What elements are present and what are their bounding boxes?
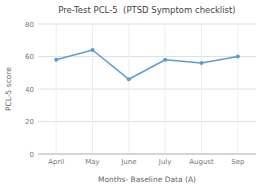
y-tick-label: 60 xyxy=(25,53,34,61)
data-point xyxy=(91,48,95,52)
y-tick-label: 0 xyxy=(30,151,34,159)
y-grid-line xyxy=(38,89,256,90)
x-grid-line xyxy=(237,24,238,154)
x-axis-line xyxy=(38,154,256,155)
y-grid-line xyxy=(38,121,256,122)
x-tick-label: June xyxy=(120,158,136,166)
x-tick-label: April xyxy=(48,158,64,166)
x-grid-line xyxy=(201,24,202,154)
plot-area xyxy=(54,48,240,81)
x-grid-line xyxy=(92,24,93,154)
data-point xyxy=(54,58,58,62)
y-grid-line xyxy=(38,154,256,155)
y-tick-label: 40 xyxy=(25,86,34,94)
data-point xyxy=(127,77,131,81)
data-point xyxy=(200,61,204,65)
chart-container: 0 20 40 60 80 April May June July August Sep Pre-Te… xyxy=(0,0,266,190)
data-line xyxy=(56,50,238,79)
data-point xyxy=(163,58,167,62)
x-tick-label: May xyxy=(85,158,99,166)
x-tick-label: August xyxy=(189,158,214,166)
chart-svg: 0 20 40 60 80 April May June July August Sep Pre-Te… xyxy=(0,0,266,190)
x-grid-line xyxy=(128,24,129,154)
chart-title: Pre-Test PCL-5 (PTSD Symptom checklist) xyxy=(58,5,235,15)
y-tick-label: 80 xyxy=(25,21,34,29)
x-grid-line xyxy=(56,24,57,154)
x-axis-label: Months- Baseline Data (A) xyxy=(98,175,196,184)
grid xyxy=(38,24,256,154)
y-tick-label: 20 xyxy=(25,118,34,126)
x-tick-label: July xyxy=(158,158,172,166)
y-grid-line xyxy=(38,24,256,25)
x-grid-line xyxy=(165,24,166,154)
data-point xyxy=(236,55,240,59)
x-tick-label: Sep xyxy=(231,158,245,166)
y-axis-label: PCL-5 score xyxy=(4,67,13,111)
